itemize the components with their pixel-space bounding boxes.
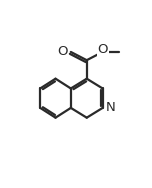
Text: N: N xyxy=(106,101,116,114)
Text: O: O xyxy=(97,43,108,56)
Text: O: O xyxy=(57,45,67,58)
